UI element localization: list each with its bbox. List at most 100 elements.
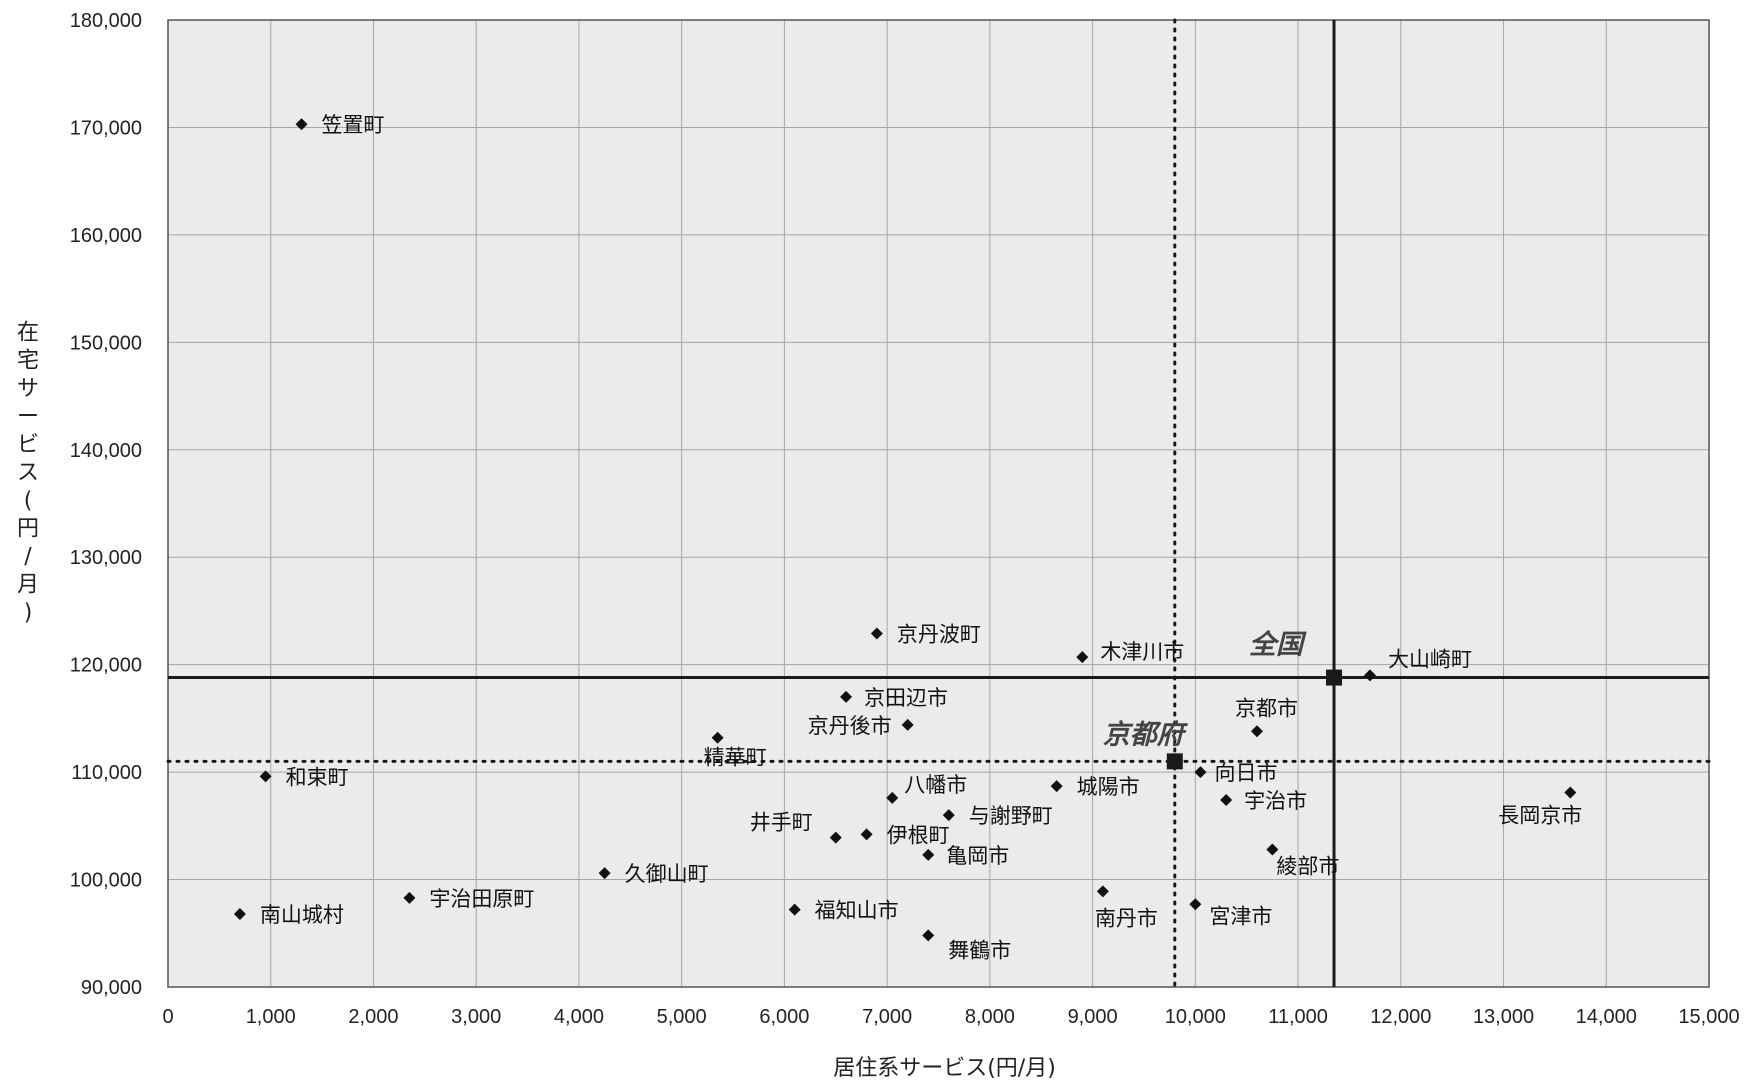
y-axis-title-char: 円: [17, 517, 39, 542]
data-point-marker: [870, 627, 883, 640]
data-point-marker: [1220, 794, 1233, 807]
data-point-marker: [840, 690, 853, 703]
y-tick-label: 130,000: [70, 547, 142, 569]
data-point-marker: [1250, 725, 1263, 738]
data-point-marker: [1076, 651, 1089, 664]
data-point-marker: [1194, 766, 1207, 779]
data-point-label: 京都市: [1235, 696, 1298, 720]
y-axis-title-char: 在: [17, 321, 39, 346]
x-tick-label: 6,000: [759, 1006, 809, 1028]
data-point-marker: [295, 118, 308, 131]
x-tick-label: 5,000: [657, 1006, 707, 1028]
data-point-label: 大山崎町: [1388, 647, 1472, 671]
y-axis-title-char: /: [24, 545, 32, 570]
y-axis-tick-labels: 90,000 100,000 110,000 120,000 130,000 140,00…: [70, 10, 142, 999]
data-point-marker: [403, 891, 416, 904]
reference-point-label: 京都府: [1103, 719, 1189, 750]
y-tick-label: 100,000: [70, 870, 142, 892]
data-point-marker: [1096, 885, 1109, 898]
data-point-label: 笠置町: [322, 113, 385, 137]
data-point-marker: [259, 770, 272, 783]
data-point-label: 久御山町: [625, 862, 709, 886]
y-axis-title-char: サ: [17, 377, 39, 402]
y-tick-label: 90,000: [81, 977, 142, 999]
data-point-marker: [233, 907, 246, 920]
data-point-label: 精華町: [704, 746, 767, 770]
data-point-marker: [1189, 898, 1202, 911]
data-point-label: 井手町: [750, 811, 813, 835]
data-point-marker: [942, 809, 955, 822]
x-tick-label: 11,000: [1268, 1006, 1328, 1028]
x-tick-label: 4,000: [554, 1006, 604, 1028]
y-tick-label: 120,000: [70, 655, 142, 677]
x-tick-label: 15,000: [1678, 1006, 1739, 1028]
data-point-marker: [598, 867, 611, 880]
y-axis-title-char: 月: [17, 573, 39, 598]
y-tick-label: 150,000: [70, 332, 142, 354]
data-point-marker: [886, 791, 899, 804]
data-point-marker: [1564, 786, 1577, 799]
data-point-label: 与謝野町: [969, 804, 1053, 828]
x-tick-label: 0: [162, 1006, 173, 1028]
y-tick-label: 160,000: [70, 225, 142, 247]
x-tick-label: 2,000: [348, 1006, 398, 1028]
data-point-marker: [829, 831, 842, 844]
y-axis-title-char: 宅: [17, 349, 39, 374]
x-tick-label: 13,000: [1473, 1006, 1534, 1028]
x-tick-label: 7,000: [862, 1006, 912, 1028]
x-tick-label: 3,000: [451, 1006, 501, 1028]
data-point-marker: [1050, 780, 1063, 793]
y-axis-title-char: ー: [17, 405, 39, 430]
data-point-label: 舞鶴市: [948, 938, 1011, 962]
data-point-label: 南丹市: [1095, 906, 1158, 930]
data-point-marker: [788, 903, 801, 916]
y-tick-label: 110,000: [71, 762, 142, 784]
data-point-label: 宮津市: [1209, 904, 1272, 928]
x-axis-tick-labels: 0 1,000 2,000 3,000 4,000 5,000 6,000 7,000 8,00…: [162, 1006, 1739, 1028]
data-point-marker: [901, 718, 914, 731]
reference-point-label: 全国: [1249, 630, 1307, 661]
x-tick-label: 9,000: [1068, 1006, 1118, 1028]
data-point-marker: [860, 828, 873, 841]
data-point-marker: [711, 731, 724, 744]
y-axis-title-char: (: [24, 489, 33, 514]
data-point-marker: [1266, 843, 1279, 856]
reference-lines: [166, 18, 1711, 989]
data-point-label: 城陽市: [1077, 775, 1140, 799]
y-tick-label: 180,000: [70, 10, 142, 32]
data-point-label: 京丹後市: [808, 714, 892, 738]
data-point-label: 福知山市: [815, 899, 899, 923]
data-point-label: 和束町: [286, 765, 349, 789]
gridlines: [167, 19, 1710, 988]
y-axis-title-char: ): [24, 601, 33, 626]
data-point-marker: [922, 848, 935, 861]
y-tick-label: 140,000: [70, 440, 142, 462]
data-point-label: 伊根町: [887, 823, 950, 847]
data-point-label: 綾部市: [1276, 854, 1339, 878]
data-point-marker: [1363, 669, 1376, 682]
data-point-label: 宇治田原町: [429, 887, 534, 911]
y-axis-title-char: ビ: [17, 433, 39, 458]
data-point-label: 長岡京市: [1498, 804, 1582, 828]
plot-area: [168, 20, 1709, 987]
data-point-label: 亀岡市: [946, 844, 1009, 868]
x-tick-label: 12,000: [1370, 1006, 1431, 1028]
y-tick-label: 170,000: [70, 117, 142, 139]
data-point-label: 南山城村: [260, 903, 344, 927]
data-point-marker: [922, 929, 935, 942]
data-point-label: 宇治市: [1244, 789, 1307, 813]
x-tick-label: 1,000: [246, 1006, 296, 1028]
x-tick-label: 10,000: [1165, 1006, 1226, 1028]
data-point-label: 八幡市: [904, 773, 967, 797]
x-tick-label: 8,000: [965, 1006, 1015, 1028]
data-point-label: 京丹波町: [897, 623, 981, 647]
data-point-label: 向日市: [1214, 761, 1277, 785]
data-point-label: 京田辺市: [864, 686, 948, 710]
reference-point-marker: [1326, 669, 1343, 686]
data-point-label: 木津川市: [1100, 640, 1184, 664]
reference-point-marker: [1166, 753, 1183, 770]
x-tick-label: 14,000: [1576, 1006, 1637, 1028]
